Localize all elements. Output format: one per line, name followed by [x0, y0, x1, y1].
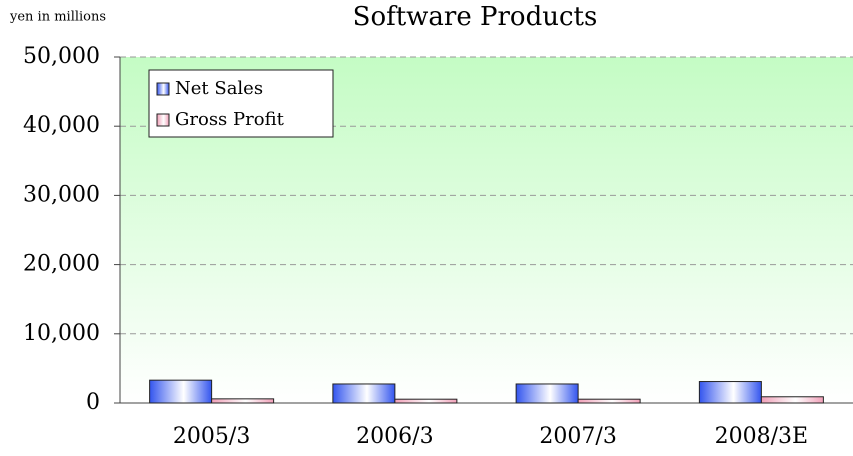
x-tick-label: 2005/3	[173, 424, 250, 449]
bar	[515, 383, 579, 404]
y-tick-label: 0	[86, 390, 100, 415]
bar	[394, 398, 458, 404]
bar	[211, 398, 275, 404]
bar	[149, 379, 213, 404]
y-tick-label: 30,000	[23, 182, 100, 207]
legend-swatch	[156, 113, 170, 127]
bar	[332, 383, 396, 404]
bar	[698, 381, 762, 404]
legend-swatch	[156, 82, 170, 96]
x-tick-label: 2008/3E	[715, 424, 808, 449]
x-tick-label: 2006/3	[356, 424, 433, 449]
y-tick-label: 40,000	[23, 113, 100, 138]
y-tick-label: 50,000	[23, 44, 100, 69]
legend-label: Net Sales	[175, 78, 263, 99]
bar	[577, 398, 641, 404]
legend-box	[148, 69, 334, 138]
chart-title: Software Products	[353, 2, 598, 32]
x-tick-label: 2007/3	[539, 424, 616, 449]
bar	[760, 396, 824, 404]
legend-label: Gross Profit	[175, 109, 285, 130]
y-axis-label: yen in millions	[9, 10, 106, 25]
y-tick-label: 10,000	[23, 321, 100, 346]
y-tick-label: 20,000	[23, 252, 100, 277]
